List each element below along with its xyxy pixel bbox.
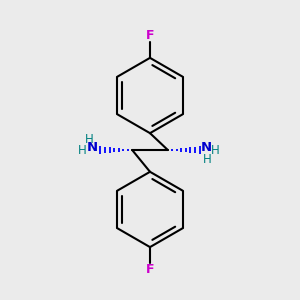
Text: H: H <box>203 153 212 167</box>
Text: F: F <box>146 263 154 276</box>
Text: H: H <box>78 145 87 158</box>
Text: H: H <box>85 133 94 146</box>
Text: H: H <box>211 145 220 158</box>
Text: F: F <box>146 28 154 42</box>
Text: N: N <box>87 140 98 154</box>
Text: N: N <box>201 140 212 154</box>
